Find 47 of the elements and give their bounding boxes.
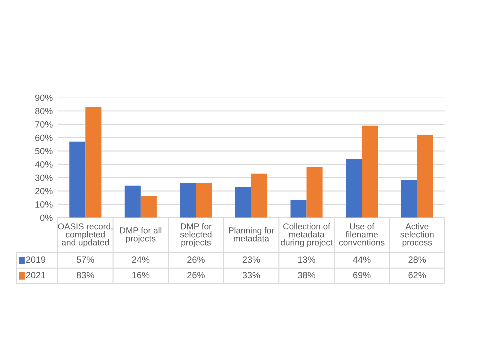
legend-label: 2019 <box>26 256 46 264</box>
y-tick-label: 10% <box>36 202 53 208</box>
y-tick-label: 90% <box>35 94 53 102</box>
x-tick-label: Planning for metadata <box>229 227 274 242</box>
bar <box>140 196 157 218</box>
bar <box>86 107 102 218</box>
data-label: 62% <box>408 272 426 279</box>
y-tick-label: 30% <box>35 174 53 182</box>
bar <box>417 135 434 218</box>
bar <box>235 187 252 218</box>
bar <box>196 183 212 218</box>
bar <box>252 174 268 218</box>
data-label: 44% <box>353 256 371 264</box>
x-tick-label: OASIS record, completed and updated <box>58 223 113 248</box>
bar <box>401 180 418 218</box>
data-label: 28% <box>408 256 426 264</box>
bar <box>124 186 141 218</box>
data-label: 57% <box>76 256 94 264</box>
legend-label: 2021 <box>26 272 46 279</box>
data-label: 24% <box>132 256 150 264</box>
data-label: 83% <box>77 272 94 279</box>
data-label: 26% <box>188 272 205 279</box>
data-label: 23% <box>242 256 260 264</box>
y-tick-label: 70% <box>36 121 53 128</box>
x-tick-label: Active selection process <box>400 223 434 248</box>
bar <box>290 200 307 218</box>
bar <box>180 183 196 218</box>
x-tick-label: Collection of metadata during project <box>281 223 333 248</box>
bar <box>362 126 378 218</box>
y-tick-label: 80% <box>35 108 53 115</box>
bar <box>70 142 86 218</box>
x-tick-label: Use of filename conventions <box>339 223 385 246</box>
data-label: 16% <box>132 272 150 279</box>
bar <box>346 159 362 218</box>
y-tick-label: 20% <box>36 188 53 195</box>
y-tick-label: 60% <box>36 134 53 142</box>
x-tick-label: DMP for selected projects <box>180 223 212 248</box>
bar <box>306 167 323 218</box>
x-tick-label: DMP for all projects <box>120 227 162 244</box>
data-label: 13% <box>298 256 316 264</box>
y-tick-label: 50% <box>35 148 53 155</box>
data-label: 38% <box>298 272 316 279</box>
data-label: 33% <box>242 272 260 279</box>
data-label: 69% <box>353 272 371 279</box>
y-tick-label: 40% <box>35 162 53 168</box>
data-label: 26% <box>188 256 205 264</box>
y-tick-label: 0% <box>40 214 53 222</box>
